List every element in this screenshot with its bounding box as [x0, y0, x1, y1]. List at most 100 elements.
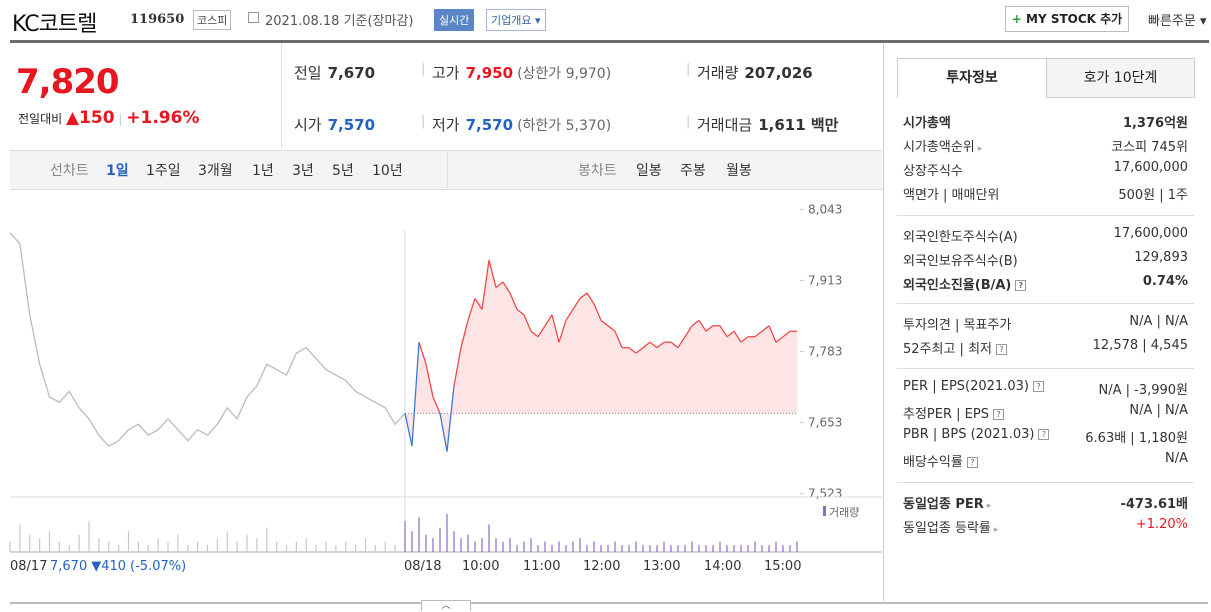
- my-stock-button[interactable]: + MY STOCK 추가: [1005, 6, 1129, 32]
- line-segment: [607, 325, 616, 332]
- line-segment: [698, 319, 707, 332]
- tab[interactable]: 호가 10단계: [1046, 58, 1195, 98]
- info-value: -473.61배: [1120, 497, 1188, 512]
- period-link[interactable]: 10년: [372, 163, 403, 179]
- volume-bar: [127, 531, 130, 552]
- line-segment: [474, 298, 483, 310]
- volume-bar: [754, 541, 756, 552]
- price: 7,820: [16, 62, 120, 102]
- period-link[interactable]: 5년: [332, 163, 354, 179]
- line-segment: [677, 336, 686, 349]
- line-segment: [768, 325, 777, 343]
- label-text: 외국인보유주식수(B): [903, 254, 1018, 269]
- volume-bar: [305, 538, 307, 552]
- quote-item: 거래량 207,026: [697, 62, 813, 83]
- line-segment: [509, 292, 518, 310]
- volume-bar: [177, 534, 179, 552]
- volume-bar: [137, 541, 139, 552]
- period-link[interactable]: 3년: [292, 163, 314, 179]
- volume-bar: [565, 545, 567, 552]
- line-segment: [775, 336, 784, 343]
- volume-bar: [236, 541, 238, 552]
- volume-bar: [432, 538, 434, 552]
- volume-bar: [147, 545, 149, 552]
- volume-bar: [325, 541, 327, 552]
- period-link[interactable]: 1년: [252, 163, 274, 179]
- period-link[interactable]: 3개월: [198, 163, 233, 179]
- volume-bar: [642, 545, 644, 552]
- line-segment: [642, 341, 651, 349]
- volume-bar: [68, 545, 70, 552]
- volume-bar: [719, 541, 721, 552]
- volume-bar: [474, 541, 476, 552]
- quote-box: [281, 43, 884, 148]
- label-text: 시가총액순위: [903, 140, 975, 155]
- period-link[interactable]: 1주일: [146, 163, 181, 179]
- line-segment: [614, 331, 623, 348]
- quote-value: 7,950: [465, 64, 514, 82]
- quick-order[interactable]: 빠른주문 ▾: [1148, 14, 1207, 29]
- volume-bar: [635, 541, 637, 552]
- volume-bar: [495, 538, 497, 552]
- volume-label: 거래량: [829, 506, 859, 519]
- volume-bar: [345, 541, 347, 552]
- label-text: 동일업종 PER: [903, 497, 984, 512]
- info-label: 외국인소진율(B/A)?: [903, 274, 1027, 293]
- quote-item: 전일 7,670: [294, 62, 375, 83]
- line-segment: [593, 303, 602, 321]
- market-badge: 코스피: [193, 10, 232, 30]
- quote-item: 시가 7,570: [294, 114, 375, 135]
- info-value: 6.63배 | 1,180원: [1085, 431, 1188, 446]
- quote-value: 1,611 백만: [758, 116, 839, 134]
- line-segment: [523, 314, 532, 332]
- group-line: [897, 482, 1194, 483]
- info-value: 코스피 745위: [1111, 140, 1188, 155]
- volume-bar: [705, 545, 707, 552]
- volume-bar: [108, 541, 110, 552]
- info-value: N/A | -3,990원: [1098, 383, 1188, 398]
- volume-bar: [551, 545, 553, 552]
- period-link[interactable]: 일봉: [636, 163, 662, 179]
- info-value: +1.20%: [1135, 517, 1188, 532]
- chart: 8,043 7,913 7,783 7,653 7,523 거래량 08/17 08/18 10…: [9, 202, 882, 574]
- volume-bar: [649, 545, 651, 552]
- volume-bar: [628, 545, 630, 552]
- line-segment: [530, 330, 539, 338]
- quote-label: 시가: [294, 116, 322, 134]
- line-segment: [572, 298, 581, 310]
- info-label: 시가총액순위 ▸: [903, 136, 982, 155]
- period-link[interactable]: 1일: [106, 163, 129, 179]
- line-segment: [691, 319, 700, 327]
- collapse-handle[interactable]: ︿: [421, 600, 471, 611]
- divider: [10, 40, 1209, 43]
- volume-bar: [523, 541, 525, 552]
- volume-bar: [621, 545, 623, 552]
- info-label: PER | EPS(2021.03)?: [903, 379, 1044, 394]
- quote-label: 고가: [432, 64, 460, 82]
- info-value: 0.74%: [1142, 274, 1188, 289]
- volume-bar: [315, 545, 317, 552]
- line-segment: [418, 342, 427, 365]
- volume-bar: [537, 545, 539, 552]
- volume-bar: [572, 541, 574, 552]
- period-link[interactable]: 주봉: [680, 163, 706, 179]
- y-tick-label: 7,783: [808, 345, 842, 359]
- line-segment: [670, 341, 679, 349]
- quote-item: 고가 7,950 (상한가 9,970): [432, 62, 611, 83]
- info-label: 외국인한도주식수(A): [903, 226, 1018, 245]
- line: [9, 232, 406, 447]
- tab[interactable]: 투자정보: [897, 58, 1047, 98]
- realtime-badge[interactable]: 실시간: [434, 9, 475, 31]
- line-segment: [460, 320, 469, 348]
- quote-value: 7,570: [327, 116, 376, 134]
- company-info-button[interactable]: 기업개요 ▾: [486, 9, 546, 31]
- quote-value: 207,026: [744, 64, 813, 82]
- separator: |: [421, 114, 426, 129]
- period-link[interactable]: 월봉: [726, 163, 752, 179]
- panel-line: [897, 98, 1194, 99]
- icon: ?: [992, 409, 1004, 420]
- line-segment: [551, 314, 560, 343]
- info-label: 외국인보유주식수(B): [903, 250, 1018, 269]
- volume-bar: [712, 545, 714, 552]
- date: 2021.08.18 기준(장마감): [265, 14, 414, 29]
